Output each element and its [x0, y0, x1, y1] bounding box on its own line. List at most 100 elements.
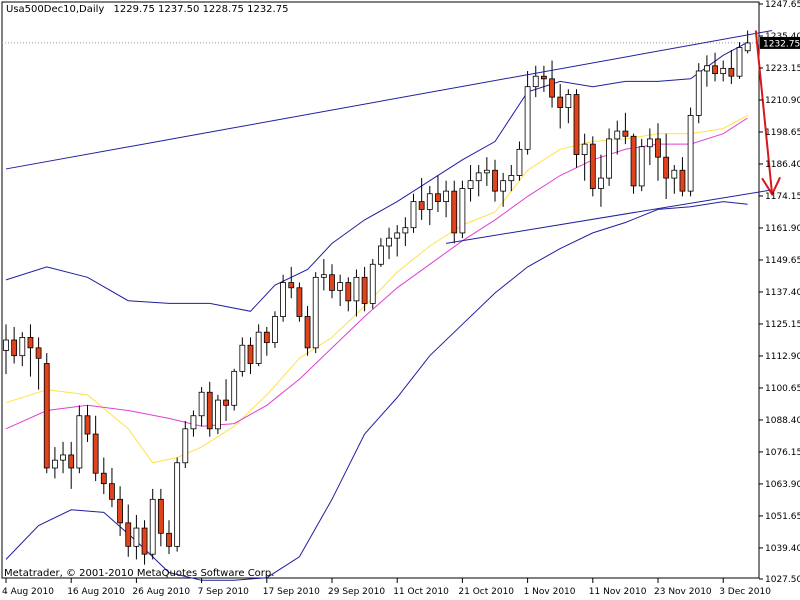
candle	[198, 387, 205, 427]
candle-body	[483, 169, 490, 174]
candle	[231, 368, 238, 411]
candle-body	[11, 339, 18, 357]
time-axis: 4 Aug 2010 16 Aug 2010 26 Aug 2010 7 Sep 20…	[2, 578, 771, 597]
candle-body	[606, 138, 612, 179]
candle-body	[125, 522, 132, 547]
candle-body	[76, 415, 83, 469]
candle-body	[263, 331, 270, 344]
symbol-label: Usa500Dec10,Daily 1229.75 1237.50 1228.7…	[6, 4, 288, 15]
y-tick-label: 1051.65	[765, 512, 800, 522]
candle	[671, 165, 678, 194]
candle-body	[52, 459, 58, 469]
candle-body	[459, 188, 466, 234]
candle-body	[589, 143, 596, 189]
candle	[622, 112, 629, 145]
candle	[565, 89, 572, 124]
bollinger-upper-line	[5, 41, 748, 312]
candle	[386, 227, 392, 260]
candle-body	[166, 532, 172, 547]
candle-body	[206, 391, 213, 430]
candle	[549, 60, 555, 108]
candle-body	[109, 483, 115, 500]
candle-body	[239, 344, 246, 372]
x-tick-label: 17 Sep 2010	[263, 587, 320, 597]
y-tick-label: 1186.40	[765, 160, 800, 170]
candle-body	[736, 47, 743, 77]
candle	[304, 306, 311, 356]
x-tick-label: 1 Nov 2010	[524, 587, 576, 597]
candle	[109, 467, 115, 508]
candle	[581, 133, 588, 181]
candle	[133, 515, 140, 560]
candle	[369, 259, 376, 309]
candle-body	[133, 527, 140, 547]
x-tick-label: 11 Nov 2010	[589, 587, 647, 597]
candle-body	[500, 180, 507, 192]
y-tick-label: 1137.40	[765, 288, 800, 298]
candle	[614, 120, 621, 155]
candle	[655, 123, 661, 181]
candle	[418, 178, 425, 220]
candles	[3, 30, 751, 565]
candle-body	[655, 138, 661, 158]
y-tick-label: 1100.65	[765, 384, 800, 394]
candle	[296, 282, 303, 322]
candle	[663, 133, 670, 199]
x-tick-label: 11 Oct 2010	[393, 587, 449, 597]
candle-body	[679, 169, 686, 192]
candle	[638, 138, 645, 192]
trendline	[446, 189, 773, 244]
candle-body	[68, 454, 75, 469]
y-tick-label: 1223.15	[765, 64, 800, 74]
candle	[27, 324, 34, 377]
candle-body	[329, 274, 335, 291]
candle-body	[541, 75, 547, 80]
candle	[312, 272, 319, 354]
x-tick-label: 29 Sep 2010	[328, 587, 385, 597]
candle	[353, 269, 360, 317]
candle	[223, 379, 229, 421]
candle	[3, 324, 9, 374]
candle	[182, 420, 189, 468]
candle-body	[231, 370, 238, 406]
candle-body	[426, 193, 433, 210]
candle	[541, 65, 547, 92]
candle-body	[394, 232, 401, 239]
candle	[263, 326, 270, 356]
candle-body	[35, 347, 42, 359]
candle-body	[255, 331, 262, 364]
candle	[68, 441, 75, 489]
copyright-text: Metatrader, © 2001-2010 MetaQuotes Softw…	[4, 568, 275, 579]
candle	[125, 504, 132, 557]
candle	[43, 353, 50, 474]
candle-body	[704, 65, 710, 72]
y-tick-label: 1174.15	[765, 192, 800, 202]
candle	[435, 175, 441, 213]
candle	[410, 193, 417, 233]
candle	[337, 274, 344, 307]
candle-body	[646, 138, 653, 148]
candle	[255, 324, 262, 367]
candle-body	[345, 282, 352, 302]
candle	[320, 259, 327, 291]
candle	[500, 172, 507, 207]
candle-body	[369, 263, 376, 304]
candle	[426, 185, 433, 226]
x-tick-label: 3 Dec 2010	[719, 587, 771, 597]
candle	[84, 405, 91, 442]
candle	[720, 60, 727, 82]
candle	[475, 165, 482, 197]
candle	[280, 274, 287, 322]
y-tick-label: 1125.15	[765, 320, 800, 330]
candle-body	[451, 190, 458, 234]
current-price-label: 1232.75	[763, 39, 800, 49]
candle-body	[377, 245, 384, 265]
x-tick-label: 26 Aug 2010	[132, 587, 190, 597]
candle-body	[728, 67, 735, 77]
candle-body	[744, 42, 751, 52]
candle-body	[630, 135, 637, 187]
candle-body	[157, 498, 164, 534]
candle	[508, 165, 515, 192]
candle	[190, 410, 197, 437]
candle-body	[524, 86, 531, 150]
